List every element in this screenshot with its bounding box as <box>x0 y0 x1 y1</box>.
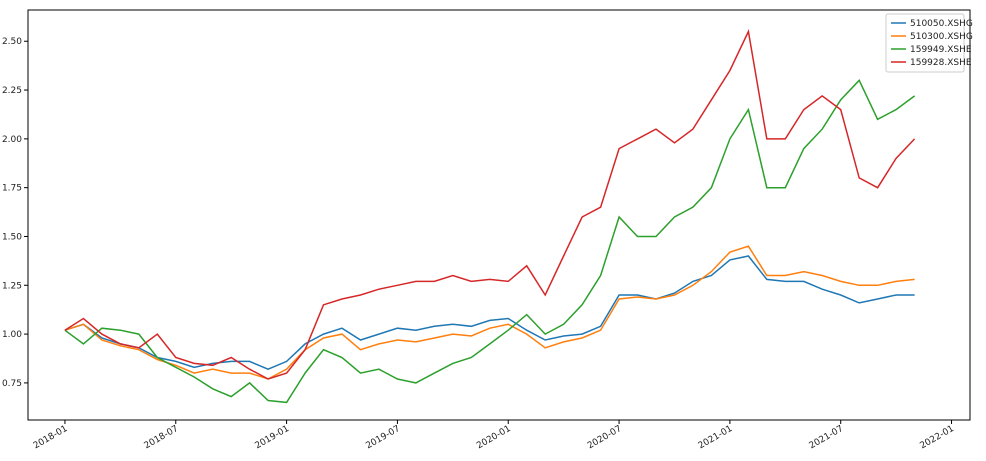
y-tick-label: 1.75 <box>2 184 22 194</box>
x-tick-label: 2019-07 <box>364 424 402 451</box>
x-tick-label: 2018-07 <box>143 424 181 451</box>
y-tick-label: 1.00 <box>2 330 22 340</box>
legend-label: 159928.XSHE <box>910 58 972 68</box>
legend-label: 510300.XSHG <box>910 32 973 42</box>
x-tick-label: 2020-07 <box>586 424 624 451</box>
legend: 510050.XSHG 510300.XSHG 159949.XSHE 159928.… <box>885 13 973 73</box>
legend-label: 510050.XSHG <box>910 19 973 29</box>
x-tick-label: 2018-01 <box>32 424 70 451</box>
y-tick-label: 2.00 <box>2 135 22 145</box>
x-tick-label: 2020-01 <box>475 424 513 451</box>
y-tick-label: 1.50 <box>2 232 22 242</box>
plot-frame <box>27 9 971 421</box>
x-tick-label: 2019-01 <box>254 424 292 451</box>
y-tick-label: 2.25 <box>2 86 22 96</box>
x-tick-label: 2021-07 <box>808 424 846 451</box>
y-tick-label: 2.50 <box>2 37 22 47</box>
series-line <box>64 78 916 404</box>
series-line <box>64 245 915 380</box>
x-tick-label: 2021-01 <box>697 424 735 451</box>
legend-box <box>885 13 965 73</box>
x-tick-label: 2022-01 <box>918 424 956 451</box>
y-tick-label: 0.75 <box>2 379 22 389</box>
legend-label: 159949.XSHE <box>910 45 972 55</box>
series-line <box>64 29 916 380</box>
y-tick-label: 1.25 <box>2 281 22 291</box>
